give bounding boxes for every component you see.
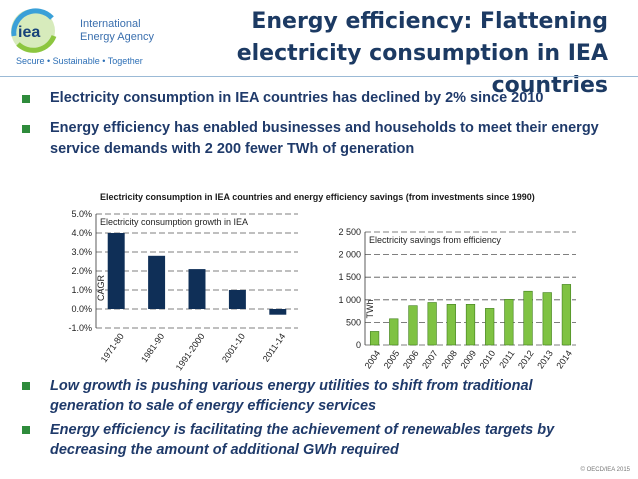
bar xyxy=(107,233,125,309)
bar xyxy=(148,255,166,309)
iea-logo-icon: iea xyxy=(11,8,57,53)
bullet-item: Low growth is pushing various energy uti… xyxy=(20,376,600,416)
bottom-bullets: Low growth is pushing various energy uti… xyxy=(20,376,600,464)
x-tick-label: 2008 xyxy=(439,348,459,370)
y-tick-label: 4.0% xyxy=(71,228,92,238)
bar xyxy=(446,304,456,346)
bullet-text: Energy efficiency has enabled businesses… xyxy=(50,120,599,157)
bullet-item: Energy efficiency has enabled businesses… xyxy=(20,118,620,160)
x-tick-label: 1991-2000 xyxy=(174,331,207,372)
x-tick-label: 2011 xyxy=(497,348,516,370)
x-tick-label: 2004 xyxy=(363,348,383,370)
bar xyxy=(269,309,287,315)
bullet-text: Energy efficiency is facilitating the ac… xyxy=(50,422,555,458)
logo-line1: International xyxy=(80,18,141,30)
y-tick-label: 500 xyxy=(346,317,361,327)
x-tick-label: 2014 xyxy=(554,348,574,370)
y-tick-label: 3.0% xyxy=(71,247,92,257)
logo-line2: Energy Agency xyxy=(80,31,154,43)
bar xyxy=(389,318,399,346)
bullet-square-icon xyxy=(22,382,30,390)
y-tick-label: 5.0% xyxy=(71,209,92,219)
bullet-square-icon xyxy=(22,426,30,434)
x-tick-label: 2011-14 xyxy=(261,331,288,363)
y-tick-label: 1 000 xyxy=(338,295,361,305)
bar xyxy=(427,302,437,346)
chart-title: Electricity consumption growth in IEA xyxy=(100,217,248,227)
y-tick-label: 2 500 xyxy=(338,227,361,237)
x-tick-label: 2012 xyxy=(516,348,536,370)
y-tick-label: 2 000 xyxy=(338,250,361,260)
title-divider xyxy=(0,76,638,77)
x-tick-label: 2001-10 xyxy=(220,331,247,364)
y-tick-label: 2.0% xyxy=(71,266,92,276)
bar xyxy=(504,299,514,346)
bullet-item: Electricity consumption in IEA countries… xyxy=(20,88,620,109)
logo-tagline: Secure • Sustainable • Together xyxy=(16,56,143,66)
bar xyxy=(188,269,206,309)
x-tick-label: 1981-90 xyxy=(139,331,166,364)
bar xyxy=(561,284,572,346)
bar xyxy=(408,305,418,346)
x-tick-label: 2006 xyxy=(401,348,421,370)
x-tick-label: 2009 xyxy=(458,348,478,370)
bar xyxy=(465,304,476,346)
bullet-item: Energy efficiency is facilitating the ac… xyxy=(20,420,600,460)
y-tick-label: -1.0% xyxy=(68,323,92,333)
y-axis-label: TWh xyxy=(365,300,375,319)
bar xyxy=(228,290,246,309)
chart-title: Electricity savings from efficiency xyxy=(369,235,501,245)
x-tick-label: 2005 xyxy=(382,348,402,370)
bar xyxy=(369,331,380,346)
iea-logo: iea International Energy Agency Secure •… xyxy=(8,6,158,68)
x-tick-label: 2007 xyxy=(420,348,440,370)
y-tick-label: 1.0% xyxy=(71,285,92,295)
copyright: © OECD/IEA 2015 xyxy=(580,467,630,473)
bullet-text: Low growth is pushing various energy uti… xyxy=(50,378,533,414)
x-tick-label: 1971-80 xyxy=(99,331,126,364)
chart-caption: Electricity consumption in IEA countries… xyxy=(100,192,535,202)
x-tick-label: 2013 xyxy=(535,348,555,370)
y-tick-label: 0 xyxy=(356,340,361,350)
bullet-square-icon xyxy=(22,125,30,133)
x-tick-label: 2010 xyxy=(478,348,498,370)
bullet-text: Electricity consumption in IEA countries… xyxy=(50,90,544,106)
y-axis-label: CAGR xyxy=(96,274,106,301)
bar xyxy=(485,308,495,346)
top-bullets: Electricity consumption in IEA countries… xyxy=(20,88,620,169)
logo-mark: iea xyxy=(18,24,40,41)
bar xyxy=(542,292,552,346)
y-tick-label: 0.0% xyxy=(71,304,92,314)
slide-title: Energy efficiency: Flattening electricit… xyxy=(236,9,608,98)
bar xyxy=(523,290,533,346)
y-tick-label: 1 500 xyxy=(338,272,361,282)
bullet-square-icon xyxy=(22,95,30,103)
